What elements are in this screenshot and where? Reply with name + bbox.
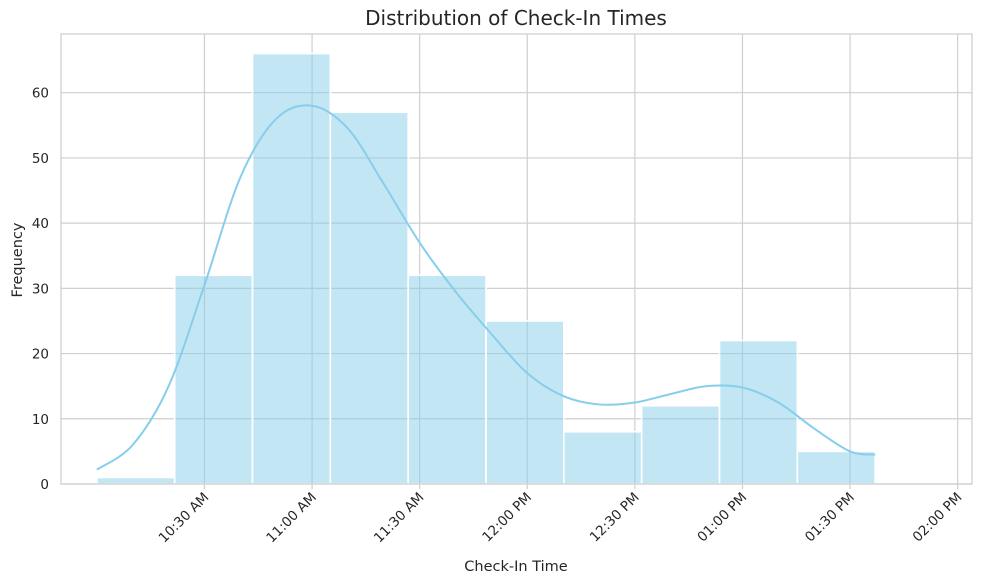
histogram-bar	[563, 431, 643, 485]
plot-frame	[60, 33, 973, 485]
y-tick-label: 0	[40, 477, 49, 493]
histogram-bar	[718, 339, 799, 485]
histogram-bar	[251, 52, 332, 485]
x-tick-label: 11:00 AM	[263, 490, 320, 547]
x-tick-label: 01:30 PM	[802, 490, 858, 546]
histogram-bar	[173, 274, 254, 485]
kde-line	[96, 104, 876, 471]
kde-curve	[96, 104, 876, 471]
y-tick-label: 20	[32, 347, 49, 363]
histogram-bar	[796, 450, 876, 485]
y-axis-label: Frequency	[10, 222, 26, 297]
histogram-bar	[640, 404, 721, 485]
x-tick-label: 10:30 AM	[156, 490, 213, 547]
y-tick-label: 10	[32, 412, 49, 428]
x-tick-label: 12:30 PM	[587, 490, 643, 546]
histogram-bar	[329, 111, 409, 485]
x-tick-label: 01:00 PM	[694, 490, 750, 546]
histogram-bar	[485, 320, 565, 485]
x-tick-label: 02:00 PM	[910, 490, 966, 546]
histogram-bar	[96, 476, 176, 485]
x-tick-label: 12:00 PM	[479, 490, 535, 546]
histogram-bars	[96, 52, 876, 485]
y-axis-ticks: 0 10 20 30 40 50 60	[32, 86, 49, 493]
chart-title: Distribution of Check-In Times	[365, 6, 667, 30]
y-tick-label: 50	[32, 151, 49, 167]
x-axis-ticks: 10:30 AM 11:00 AM 11:30 AM 12:00 PM 12:30 PM…	[156, 484, 966, 547]
x-axis-label: Check-In Time	[464, 559, 567, 575]
y-tick-label: 30	[32, 281, 49, 297]
histogram-bar	[407, 274, 487, 485]
y-tick-label: 40	[32, 216, 49, 232]
x-tick-label: 11:30 AM	[371, 490, 428, 547]
plot-border	[60, 33, 973, 485]
y-tick-label: 60	[32, 86, 49, 102]
